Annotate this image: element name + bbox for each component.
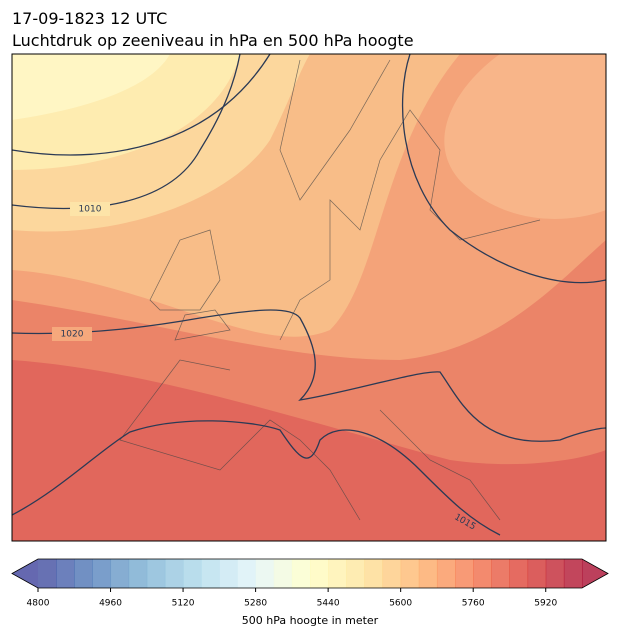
- colorbar-tick-label: 5280: [244, 599, 267, 609]
- colorbar-tick-label: 5760: [462, 599, 485, 609]
- colorbar-segment: [436, 559, 456, 588]
- colorbar-segment: [382, 559, 402, 588]
- isobar: [12, 54, 271, 156]
- colorbar-segment: [237, 559, 257, 588]
- colorbar-segment: [310, 559, 329, 588]
- colorbar-segment: [110, 559, 130, 588]
- colorbar-segment: [56, 559, 75, 588]
- isobar-label: 1020: [61, 330, 84, 340]
- band: [444, 54, 606, 219]
- colorbar-tick-label: 4800: [27, 599, 50, 609]
- colorbar-extend: [12, 559, 38, 588]
- colorbar-segment: [201, 559, 220, 588]
- map-frame: [11, 53, 607, 542]
- colorbar-segment: [219, 559, 238, 588]
- colorbar-segment: [545, 559, 565, 588]
- isobar: [12, 420, 501, 536]
- colorbar-segment: [509, 559, 529, 588]
- colorbar-segment: [364, 559, 384, 588]
- colorbar-segment: [400, 559, 420, 588]
- colorbar-segment: [491, 559, 510, 588]
- colorbar-segment: [455, 559, 474, 588]
- colorbar-extend: [582, 559, 608, 588]
- colorbar-segment: [563, 559, 583, 588]
- colorbar-tick-label: 5440: [317, 599, 340, 609]
- colorbar-label: 500 hPa hoogte in meter: [242, 614, 379, 627]
- colorbar-segment: [146, 559, 166, 588]
- isobar-label: 1010: [79, 205, 102, 215]
- isobar: [12, 309, 606, 442]
- colorbar-segment: [38, 559, 57, 588]
- colorbar-segment: [183, 559, 202, 588]
- colorbar: 4800 4960 5120 5280 5440 5600 5760 5920 500 hPa …: [11, 558, 609, 627]
- colorbar-segment: [255, 559, 275, 588]
- label-bg: [70, 202, 110, 216]
- colorbar-segment: [164, 559, 184, 588]
- colorbar-tick-label: 4960: [99, 599, 122, 609]
- colorbar-tick-label: 5120: [172, 599, 195, 609]
- coastline: [119, 59, 541, 521]
- colorbar-segment: [291, 559, 311, 588]
- colorbar-segment: [527, 559, 547, 588]
- colorbar-segment: [328, 559, 347, 588]
- band: [12, 54, 170, 120]
- colorbar-segment: [128, 559, 148, 588]
- colorbar-segment: [273, 559, 293, 588]
- colorbar-segment: [473, 559, 492, 588]
- isobar: [401, 54, 606, 284]
- colorbar-segment: [418, 559, 438, 588]
- colorbar-tick-label: 5600: [389, 599, 412, 609]
- main-title: Luchtdruk op zeeniveau in hPa en 500 hPa…: [12, 31, 414, 50]
- map: 1010 1020 1015: [12, 54, 606, 541]
- colorbar-segment: [74, 559, 93, 588]
- colorbar-segment: [92, 559, 112, 588]
- label-bg: [52, 327, 92, 341]
- colorbar-outline: [11, 558, 609, 589]
- time-title: 17-09-1823 12 UTC: [12, 9, 167, 28]
- colorbar-tick-label: 5920: [534, 599, 557, 609]
- colorbar-segment: [346, 559, 365, 588]
